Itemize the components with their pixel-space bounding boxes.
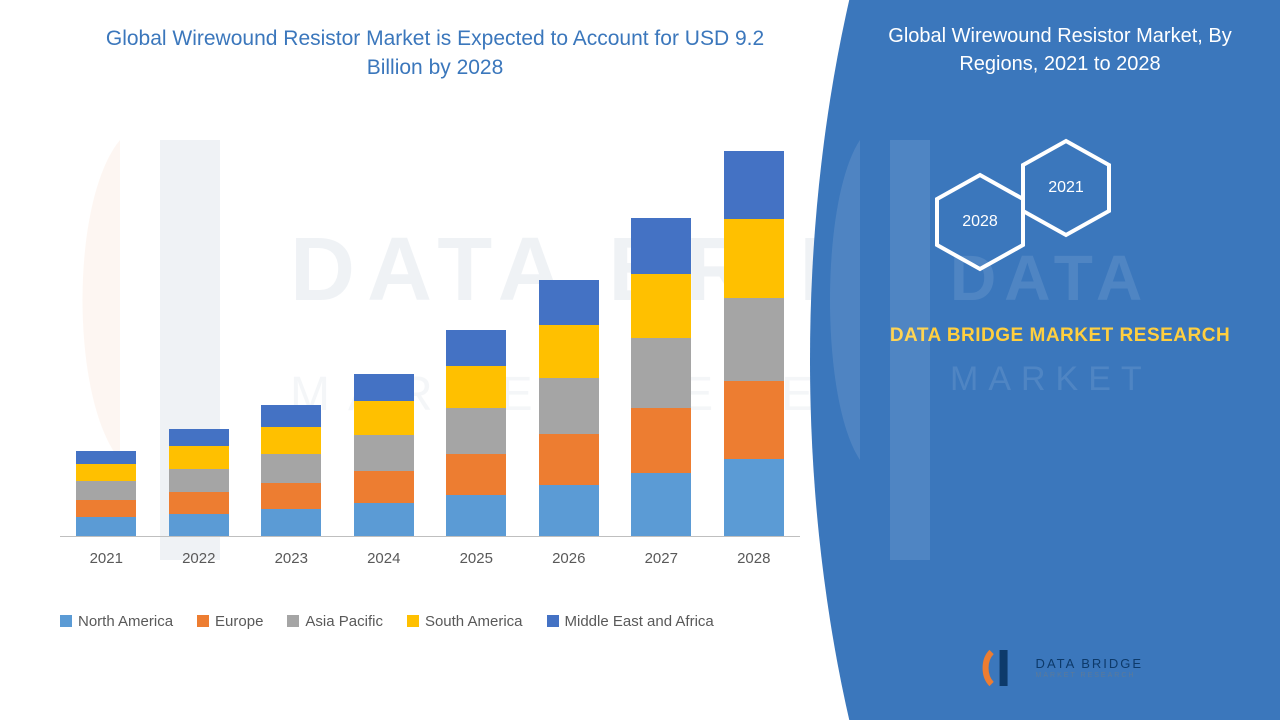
bar-segment (724, 151, 784, 219)
bar-column (724, 151, 784, 536)
bar-segment (631, 338, 691, 408)
bar-segment (261, 483, 321, 509)
legend-swatch (197, 615, 209, 627)
right-panel-title: Global Wirewound Resistor Market, By Reg… (870, 22, 1250, 78)
bar-segment (446, 454, 506, 495)
bar-segment (76, 517, 136, 536)
bar-segment (446, 408, 506, 454)
bar-segment (631, 473, 691, 536)
bar-segment (261, 427, 321, 454)
bar-segment (446, 366, 506, 409)
brand-text: DATA BRIDGE MARKET RESEARCH (870, 322, 1250, 351)
legend-swatch (547, 615, 559, 627)
bar-column (539, 280, 599, 535)
bar-segment (539, 325, 599, 378)
bar-segment (169, 514, 229, 536)
bar-segment (539, 378, 599, 434)
bar-segment (169, 446, 229, 468)
bar-segment (724, 219, 784, 297)
chart-title: Global Wirewound Resistor Market is Expe… (60, 24, 810, 83)
bar-segment (631, 218, 691, 274)
hexagon-label: 2021 (1048, 179, 1084, 197)
bar-segment (76, 451, 136, 465)
bar-segment (354, 374, 414, 401)
legend-label: South America (425, 613, 523, 630)
bar-segment (446, 495, 506, 536)
legend-swatch (287, 615, 299, 627)
bar-segment (261, 454, 321, 483)
hexagon: 2021 (1016, 138, 1116, 238)
bar-segment (724, 459, 784, 536)
bar-segment (76, 481, 136, 500)
bar-column (446, 330, 506, 536)
chart-legend: North America Europe Asia Pacific South Ame… (60, 613, 810, 630)
legend-label: Asia Pacific (305, 613, 383, 630)
bar-segment (539, 485, 599, 536)
bar-column (169, 429, 229, 535)
bar-segment (261, 405, 321, 427)
bar-segment (169, 492, 229, 513)
legend-label: North America (78, 613, 173, 630)
x-axis-label: 2028 (724, 550, 784, 567)
legend-swatch (407, 615, 419, 627)
bar-segment (354, 503, 414, 535)
bar-column (76, 451, 136, 536)
footer-logo: DATA BRIDGE MARKET RESEARCH (982, 646, 1143, 690)
x-axis-label: 2022 (169, 550, 229, 567)
bar-segment (446, 330, 506, 366)
bar-segment (169, 429, 229, 446)
bar-segment (539, 434, 599, 485)
bar-segment (724, 381, 784, 459)
logo-main-text: DATA BRIDGE (1036, 657, 1143, 671)
hexagon: 2028 (930, 172, 1030, 272)
bar-segment (354, 471, 414, 503)
bar-segment (76, 464, 136, 481)
legend-label: Europe (215, 613, 263, 630)
legend-item: North America (60, 613, 173, 630)
legend-swatch (60, 615, 72, 627)
bar-segment (169, 469, 229, 493)
logo-sub-text: MARKET RESEARCH (1036, 672, 1143, 679)
legend-label: Middle East and Africa (565, 613, 714, 630)
bar-segment (631, 408, 691, 473)
bar-segment (261, 509, 321, 536)
hexagon-group: 2028 2021 (930, 138, 1250, 298)
bar-column (631, 218, 691, 536)
bar-segment (539, 280, 599, 324)
right-panel: DATA MARKET Global Wirewound Resistor Ma… (780, 0, 1280, 720)
legend-item: Europe (197, 613, 263, 630)
legend-item: Asia Pacific (287, 613, 383, 630)
x-axis-label: 2025 (446, 550, 506, 567)
svg-text:MARKET: MARKET (950, 360, 1152, 398)
hexagon-label: 2028 (962, 213, 998, 231)
chart-area: Global Wirewound Resistor Market is Expe… (0, 0, 830, 720)
bar-segment (354, 401, 414, 435)
bar-segment (354, 435, 414, 471)
bar-column (261, 405, 321, 536)
bar-segment (631, 274, 691, 339)
logo-mark-icon (982, 646, 1026, 690)
x-axis-label: 2026 (539, 550, 599, 567)
x-axis-label: 2027 (631, 550, 691, 567)
legend-item: Middle East and Africa (547, 613, 714, 630)
bar-segment (724, 298, 784, 381)
stacked-bar-chart: 2021 2022 2023 2024 2025 2026 2027 2028 (60, 137, 800, 567)
x-axis-label: 2023 (261, 550, 321, 567)
x-axis-label: 2021 (76, 550, 136, 567)
legend-item: South America (407, 613, 523, 630)
bar-column (354, 374, 414, 536)
x-axis-label: 2024 (354, 550, 414, 567)
bar-segment (76, 500, 136, 517)
